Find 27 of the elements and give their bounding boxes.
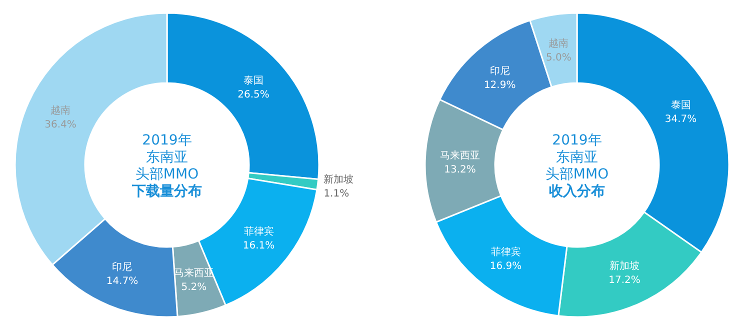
- data-label: 34.7%: [664, 114, 697, 126]
- data-label: 17.2%: [608, 274, 640, 286]
- data-label: 16.1%: [242, 240, 275, 252]
- slice-label: 泰国: [244, 75, 264, 86]
- text: 收入分布: [549, 184, 605, 200]
- text: 2019年东南亚头部MMO: [545, 132, 609, 182]
- data-label: 1.1%: [324, 188, 350, 200]
- slice-label: 菲律宾: [244, 226, 274, 238]
- slice-label: 新加坡: [610, 260, 640, 272]
- data-label: 14.7%: [106, 276, 138, 288]
- slice-label: 越南: [548, 37, 569, 50]
- slice-label: 泰国: [670, 100, 691, 112]
- slice-label: 印尼: [112, 261, 132, 274]
- slice-label: 越南: [50, 104, 71, 117]
- text: 2019年东南亚头部MMO: [135, 132, 199, 182]
- data-label: 12.9%: [484, 80, 516, 92]
- slice-label: 印尼: [490, 65, 510, 78]
- data-label: 5.2%: [181, 282, 207, 293]
- data-label: 13.2%: [444, 164, 476, 176]
- slice-label: 菲律宾: [490, 246, 521, 258]
- data-label: 16.9%: [490, 260, 522, 272]
- data-label: 36.4%: [44, 120, 76, 131]
- data-label: 26.5%: [238, 89, 270, 100]
- slice-label: 新加坡: [324, 173, 354, 186]
- data-label: 5.0%: [546, 52, 572, 64]
- text: 下载量分布: [131, 184, 202, 200]
- slice-label: 马来西亚: [440, 150, 480, 162]
